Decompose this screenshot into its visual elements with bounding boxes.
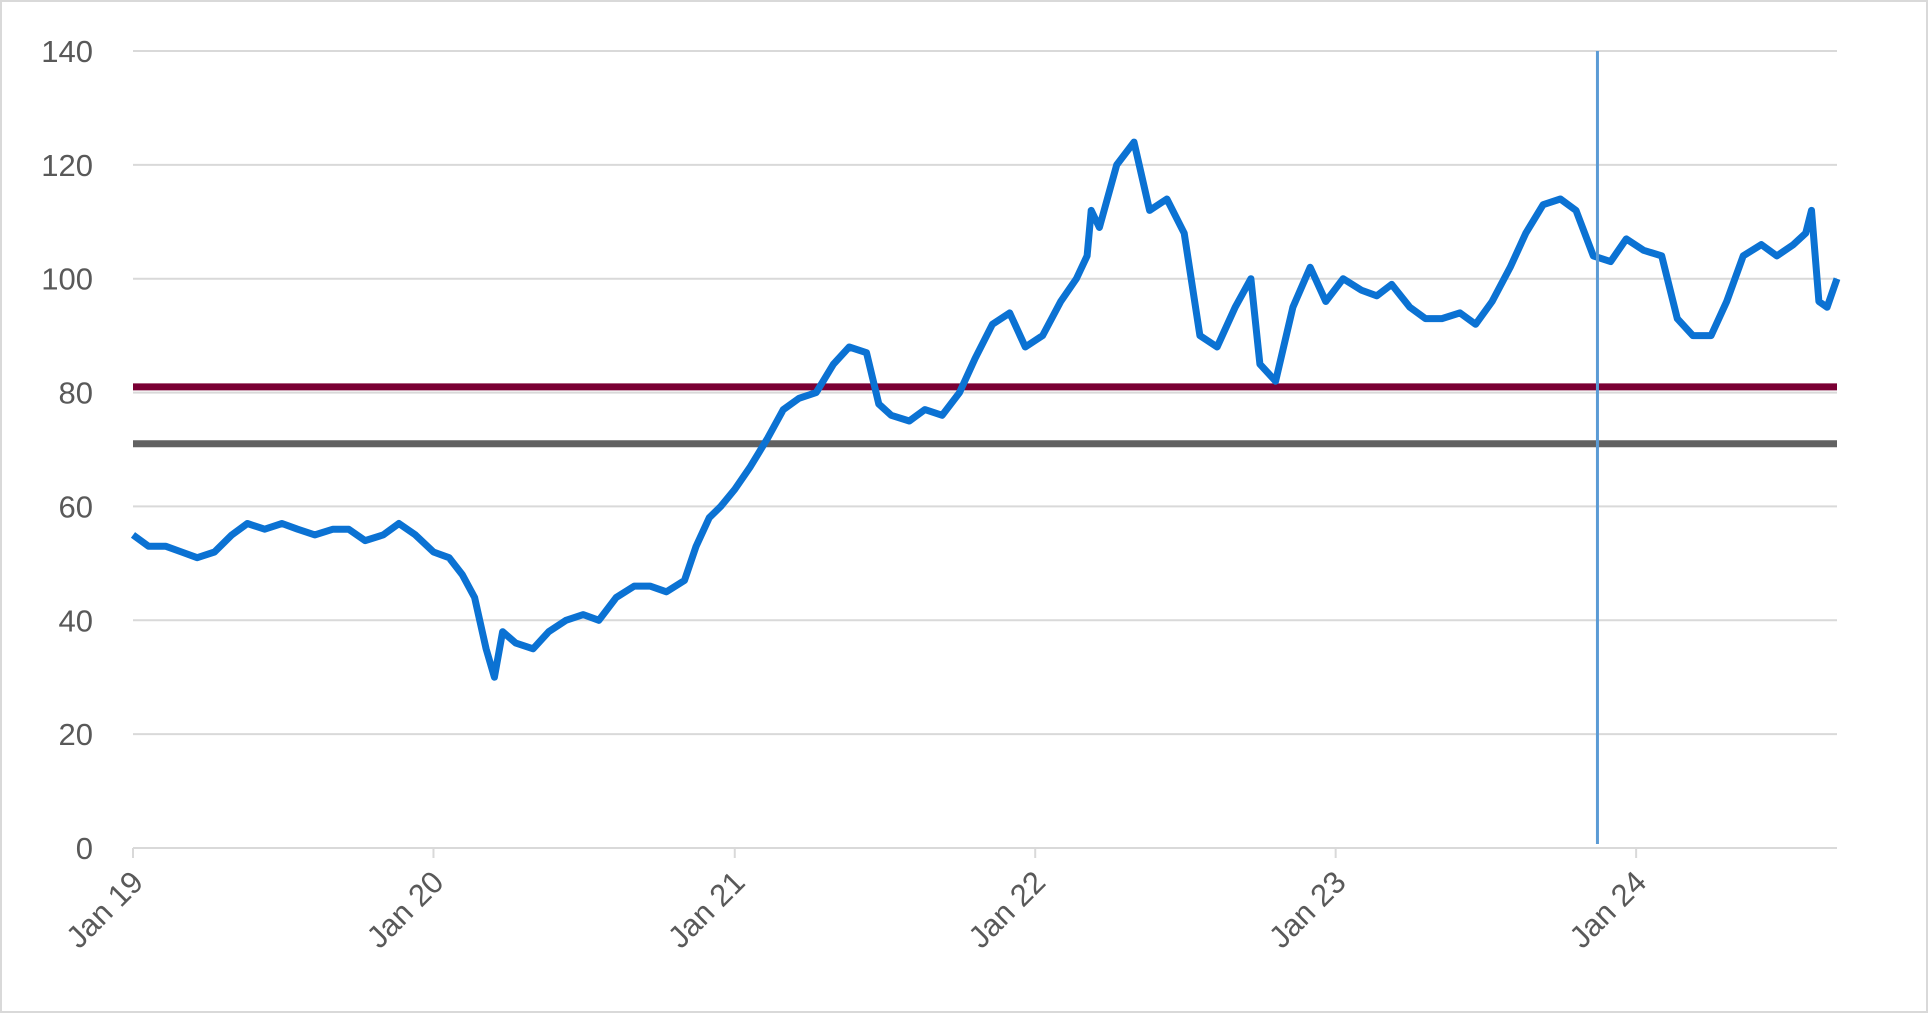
y-tick-label: 120: [41, 148, 93, 183]
series-line-main: [130, 138, 1841, 681]
y-tick-label: 80: [59, 376, 93, 411]
y-tick-label: 0: [76, 831, 93, 866]
series-lines: [130, 138, 1841, 681]
y-tick-label: 60: [59, 489, 93, 524]
y-tick-label: 20: [59, 717, 93, 752]
gridlines: [133, 50, 1837, 736]
y-tick-label: 100: [41, 262, 93, 297]
y-axis-tick-labels: 0 20 40 60 80 100 120 140: [41, 34, 93, 866]
y-tick-label: 140: [41, 34, 93, 69]
y-tick-label: 40: [59, 603, 93, 638]
